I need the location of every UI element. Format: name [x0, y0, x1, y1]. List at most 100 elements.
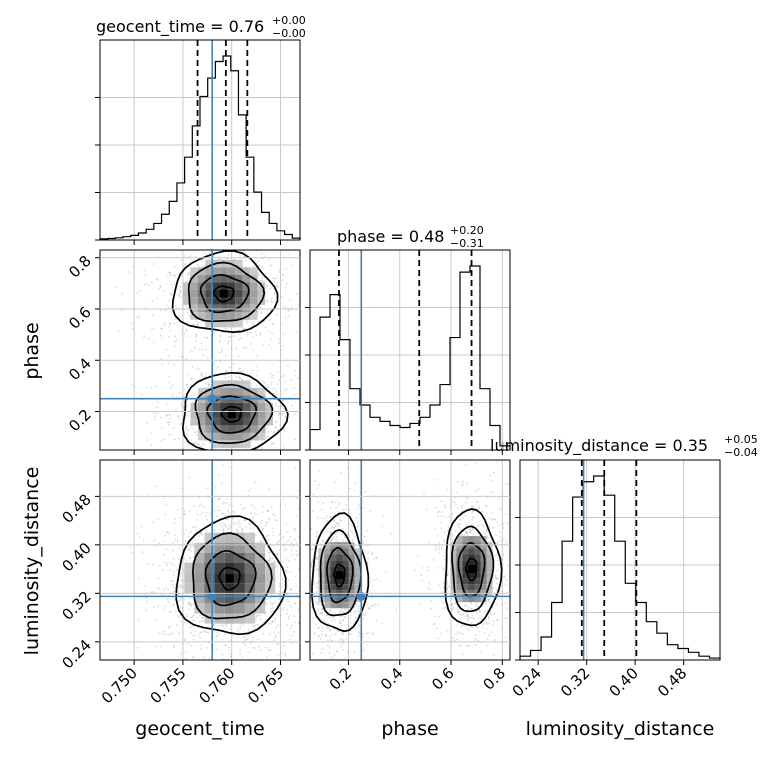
- sample-point: [288, 253, 291, 256]
- sample-point: [244, 682, 246, 684]
- sample-point: [321, 626, 324, 629]
- sample-point: [273, 620, 276, 623]
- sample-point: [461, 624, 464, 627]
- density-cell: [204, 532, 215, 543]
- sample-point: [178, 557, 180, 560]
- sample-point: [267, 479, 269, 481]
- sample-point: [216, 509, 219, 512]
- sample-point: [161, 569, 164, 572]
- sample-point: [485, 621, 488, 624]
- sample-point: [205, 514, 207, 517]
- sample-point: [456, 611, 459, 613]
- sample-point: [163, 497, 166, 499]
- sample-point: [346, 467, 349, 469]
- sample-point: [505, 617, 507, 620]
- sample-point: [202, 354, 205, 357]
- sample-point: [153, 418, 155, 421]
- truth-marker: [207, 394, 217, 404]
- sample-point: [194, 442, 197, 445]
- sample-point: [325, 634, 327, 637]
- sample-point: [304, 271, 306, 273]
- sample-point: [191, 561, 194, 564]
- sample-point: [293, 491, 295, 493]
- sample-point: [242, 623, 245, 626]
- contour-level-0: [171, 250, 279, 333]
- sample-point: [285, 522, 287, 525]
- sample-point: [260, 332, 263, 335]
- sample-point: [186, 414, 189, 417]
- sample-point: [327, 639, 329, 642]
- density-cell: [213, 380, 221, 388]
- sample-point: [236, 629, 239, 632]
- sample-point: [273, 454, 275, 456]
- sample-point: [240, 337, 242, 340]
- sample-point: [271, 376, 273, 379]
- density-cell: [255, 542, 266, 553]
- sample-point: [421, 567, 424, 569]
- sample-point: [321, 508, 323, 511]
- sample-point: [289, 589, 291, 591]
- sample-point: [316, 557, 318, 559]
- sample-point: [171, 583, 174, 586]
- sample-point: [291, 466, 293, 468]
- sample-point: [275, 282, 278, 285]
- sample-point: [278, 583, 281, 585]
- sample-point: [203, 336, 206, 339]
- panel-content: [100, 460, 322, 684]
- sample-point: [339, 609, 342, 612]
- sample-point: [274, 300, 276, 303]
- sample-point: [159, 285, 162, 288]
- sample-point: [289, 614, 292, 616]
- sample-point: [166, 275, 169, 278]
- sample-point: [198, 535, 201, 537]
- sample-point: [290, 605, 293, 608]
- sample-point: [481, 624, 484, 626]
- sample-point: [496, 540, 499, 543]
- sample-point: [249, 493, 251, 495]
- sample-point: [293, 538, 296, 541]
- sample-point: [341, 639, 344, 641]
- sample-point: [181, 578, 184, 581]
- sample-point: [238, 367, 241, 370]
- sample-point: [330, 612, 333, 615]
- sample-point: [308, 550, 310, 552]
- sample-point: [304, 507, 306, 509]
- title-phase-minus: −0.31: [450, 237, 484, 250]
- density-cell: [214, 583, 225, 594]
- sample-point: [270, 443, 273, 446]
- x-tick-label-luminosity_distance-1: 0.32: [557, 664, 593, 700]
- sample-point: [192, 680, 194, 682]
- sample-point: [282, 344, 284, 347]
- sample-point: [171, 580, 174, 583]
- sample-point: [215, 636, 218, 639]
- sample-point: [372, 552, 374, 554]
- sample-point: [279, 529, 282, 532]
- sample-point: [294, 467, 297, 470]
- sample-point: [151, 299, 154, 302]
- sample-point: [485, 534, 488, 537]
- sample-point: [228, 524, 230, 527]
- sample-point: [276, 285, 279, 288]
- density-cell: [220, 402, 228, 411]
- sample-point: [246, 242, 248, 244]
- sample-point: [492, 620, 495, 622]
- sample-point: [216, 463, 218, 465]
- sample-point: [187, 444, 190, 447]
- sample-point: [200, 445, 203, 448]
- sample-point: [485, 619, 488, 622]
- density-cell: [255, 563, 266, 574]
- sample-point: [320, 629, 322, 631]
- sample-point: [168, 362, 170, 365]
- sample-point: [205, 661, 207, 663]
- sample-point: [215, 634, 218, 637]
- sample-point: [340, 472, 342, 474]
- sample-point: [219, 334, 222, 337]
- sample-point: [436, 515, 439, 517]
- sample-point: [346, 532, 349, 535]
- sample-point: [255, 261, 258, 264]
- sample-point: [200, 620, 203, 622]
- sample-point: [307, 566, 309, 568]
- sample-point: [157, 577, 160, 580]
- sample-point: [189, 548, 191, 551]
- sample-point: [466, 497, 469, 500]
